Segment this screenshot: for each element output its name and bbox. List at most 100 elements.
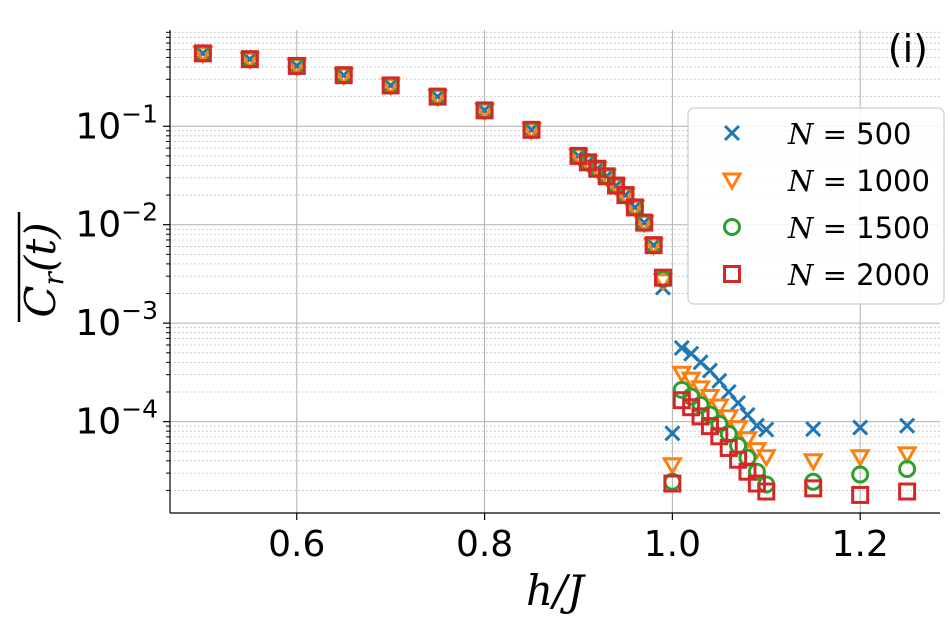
y-tick-base: 10 bbox=[75, 106, 121, 147]
data-point bbox=[240, 50, 259, 69]
data-point bbox=[691, 395, 710, 414]
data-point bbox=[805, 421, 822, 438]
y-tick-exponent: −2 bbox=[121, 198, 158, 227]
data-point-stroke bbox=[730, 394, 747, 411]
data-point bbox=[710, 427, 729, 446]
y-axis-label-base: C bbox=[16, 285, 65, 317]
data-point-stroke bbox=[701, 362, 718, 379]
data-point bbox=[898, 460, 917, 479]
legend-value: 2000 bbox=[856, 258, 930, 292]
data-point bbox=[597, 167, 616, 186]
data-point bbox=[522, 120, 541, 139]
data-point bbox=[616, 186, 635, 205]
y-axis-label: Cr(t) bbox=[16, 212, 70, 322]
data-point-stroke bbox=[805, 421, 822, 438]
data-point-stroke bbox=[758, 421, 775, 438]
data-point bbox=[852, 419, 869, 436]
y-tick-exponent: −4 bbox=[121, 395, 158, 424]
legend-marker bbox=[723, 218, 741, 236]
legend-marker bbox=[723, 265, 741, 283]
y-tick-label: 10−2 bbox=[75, 198, 158, 246]
data-series bbox=[192, 44, 918, 504]
legend-label: N = 500 bbox=[787, 117, 911, 151]
data-point bbox=[729, 450, 748, 469]
data-point bbox=[719, 438, 738, 457]
data-point bbox=[287, 56, 306, 75]
data-point bbox=[748, 417, 765, 434]
x-tick-label: 0.8 bbox=[456, 524, 513, 565]
data-point bbox=[757, 482, 776, 501]
data-point bbox=[428, 87, 447, 106]
y-tick-exponent: −3 bbox=[121, 296, 158, 325]
data-point-stroke bbox=[739, 406, 756, 423]
data-point bbox=[334, 66, 353, 85]
data-point bbox=[804, 479, 823, 498]
data-point bbox=[898, 482, 917, 501]
data-point bbox=[625, 198, 644, 217]
legend-label: N = 1000 bbox=[787, 164, 930, 198]
legend-var: N bbox=[787, 164, 815, 198]
data-point bbox=[896, 446, 918, 465]
x-axis-label-text: h/J bbox=[526, 566, 586, 615]
y-tick-label: 10−3 bbox=[75, 296, 158, 344]
series-2000 bbox=[193, 44, 917, 504]
legend-marker bbox=[723, 124, 741, 142]
data-point bbox=[710, 414, 729, 433]
data-point bbox=[682, 398, 701, 417]
y-tick-base: 10 bbox=[75, 205, 121, 246]
data-point bbox=[661, 457, 683, 476]
legend-equals: = bbox=[813, 258, 856, 292]
legend-value: 1500 bbox=[856, 211, 930, 245]
data-point bbox=[680, 371, 702, 391]
data-point-stroke bbox=[664, 425, 681, 442]
legend-value: 1000 bbox=[856, 164, 930, 198]
data-point bbox=[673, 339, 690, 357]
y-axis-label-arg: (t) bbox=[16, 222, 65, 272]
axes bbox=[169, 30, 940, 514]
data-point bbox=[899, 417, 916, 434]
data-point bbox=[475, 101, 494, 120]
data-point-stroke bbox=[692, 354, 709, 371]
y-tick-label: 10−4 bbox=[75, 395, 158, 443]
data-point bbox=[286, 58, 308, 77]
data-point bbox=[851, 485, 870, 504]
data-point bbox=[849, 449, 871, 468]
data-point bbox=[699, 388, 721, 408]
y-axis-label-sub: r bbox=[37, 270, 70, 285]
data-point-stroke bbox=[852, 419, 869, 436]
legend-marker-stroke bbox=[723, 124, 741, 142]
data-point-stroke bbox=[748, 417, 765, 434]
x-axis-label: h/J bbox=[526, 566, 586, 615]
panel-label: (i) bbox=[888, 27, 928, 71]
legend-label: N = 1500 bbox=[787, 211, 930, 245]
data-point bbox=[758, 421, 775, 438]
x-tick-label: 1.2 bbox=[832, 524, 889, 565]
data-point-stroke bbox=[683, 345, 700, 362]
data-point bbox=[802, 453, 824, 472]
data-point bbox=[730, 394, 747, 411]
legend-marker bbox=[721, 172, 743, 192]
minor-gridlines bbox=[170, 31, 940, 491]
data-point bbox=[644, 236, 663, 255]
y-tick-base: 10 bbox=[75, 303, 121, 344]
data-point bbox=[652, 273, 674, 292]
y-axis-label-text: Cr(t) bbox=[16, 222, 70, 317]
data-point-stroke bbox=[899, 417, 916, 434]
y-tick-label: 10−1 bbox=[75, 99, 158, 147]
data-point bbox=[700, 405, 719, 424]
data-point bbox=[635, 213, 654, 232]
data-point bbox=[851, 465, 870, 484]
x-tick-label: 0.6 bbox=[268, 524, 325, 565]
legend-var: N bbox=[787, 211, 815, 245]
y-tick-exponent: −1 bbox=[121, 99, 158, 128]
data-point bbox=[607, 176, 626, 195]
data-point bbox=[653, 268, 672, 287]
data-point bbox=[755, 449, 777, 468]
data-point bbox=[691, 407, 710, 426]
data-point-stroke bbox=[711, 372, 728, 389]
data-point bbox=[747, 462, 766, 481]
legend-value: 500 bbox=[856, 117, 911, 151]
legend-equals: = bbox=[813, 211, 856, 245]
data-point bbox=[381, 76, 400, 95]
